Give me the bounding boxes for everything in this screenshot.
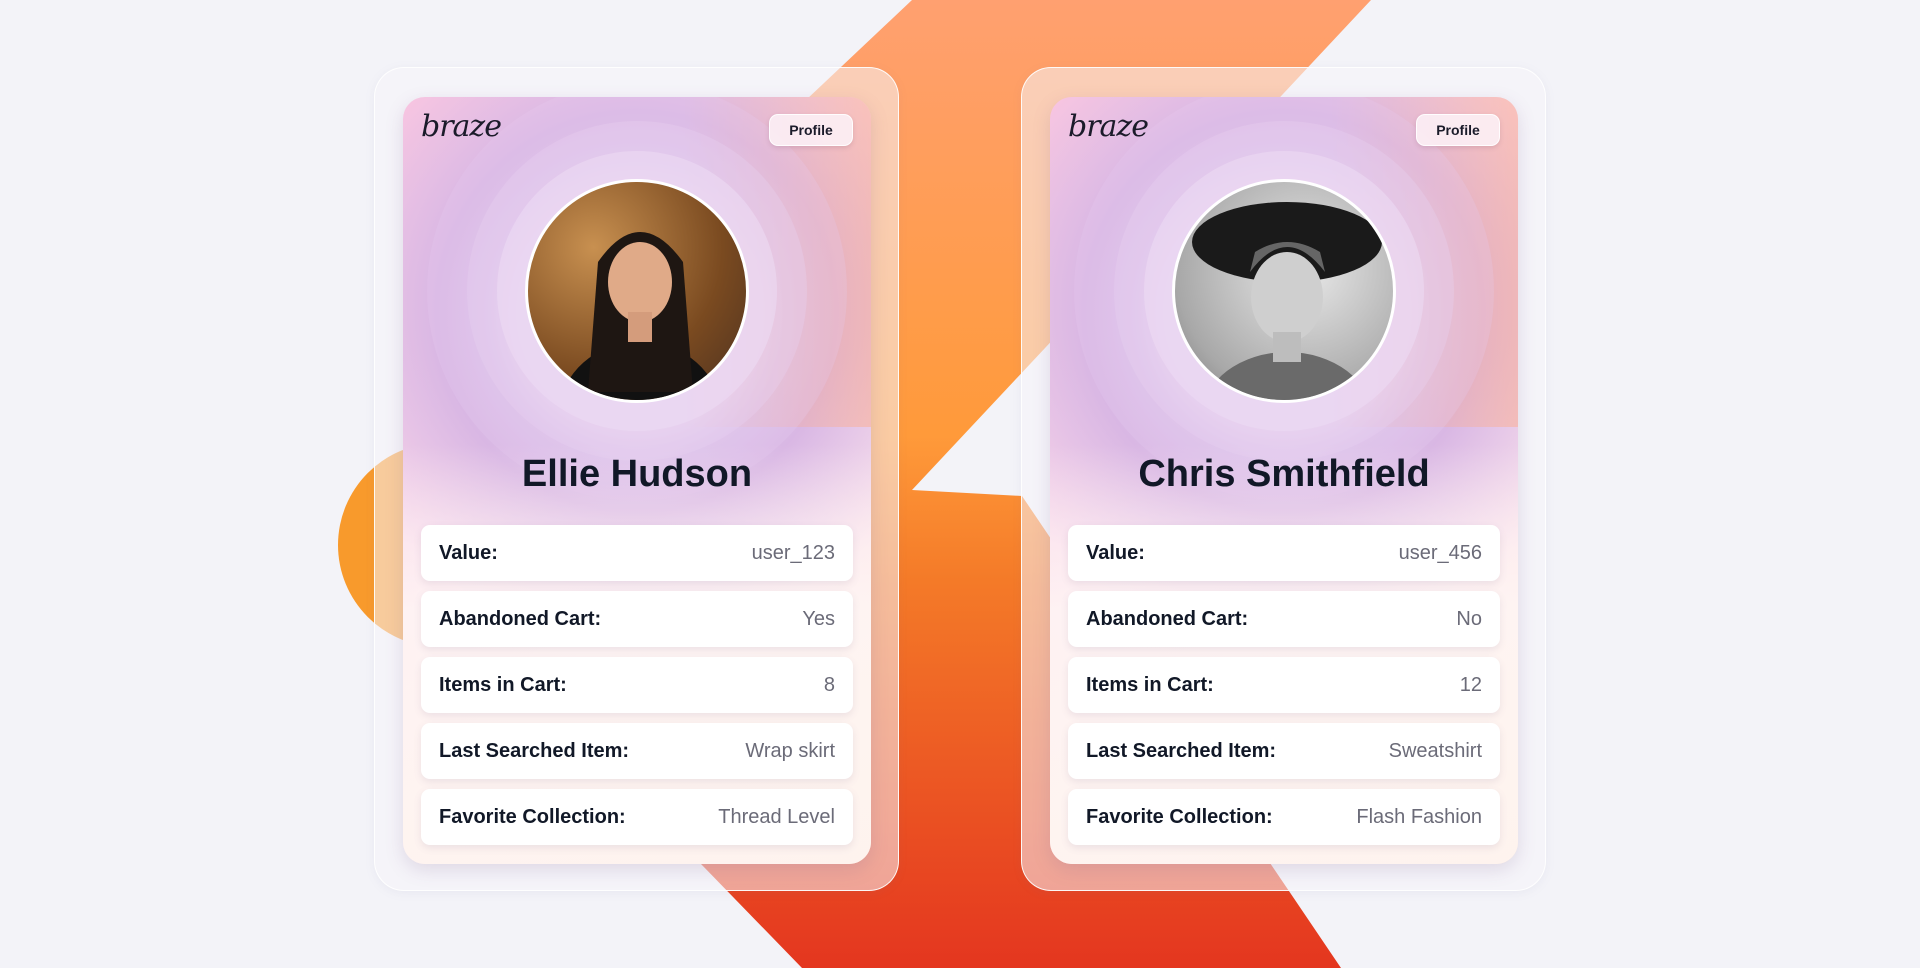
row-label: Last Searched Item: (439, 739, 630, 762)
row-value: Sweatshirt (1388, 739, 1482, 762)
row-value: Thread Level (718, 805, 835, 828)
profile-name: Ellie Hudson (521, 453, 753, 495)
avatar (525, 179, 749, 403)
attribute-row: Last Searched Item: Sweatshirt (1068, 723, 1500, 779)
attribute-row: Last Searched Item: Wrap skirt (421, 723, 853, 779)
row-value: No (1456, 607, 1482, 630)
attribute-list: Value: user_123 Abandoned Cart: Yes Items … (421, 525, 853, 855)
attribute-row: Favorite Collection: Thread Level (421, 789, 853, 845)
row-label: Last Searched Item: (1086, 739, 1277, 762)
card-panel: braze Profile Ellie Hudson Value: user_12… (403, 97, 871, 864)
profile-button[interactable]: Profile (1416, 114, 1500, 146)
attribute-row: Favorite Collection: Flash Fashion (1068, 789, 1500, 845)
attribute-row: Value: user_456 (1068, 525, 1500, 581)
row-label: Value: (439, 541, 498, 564)
row-label: Items in Cart: (1086, 673, 1214, 696)
attribute-row: Items in Cart: 12 (1068, 657, 1500, 713)
card-panel: braze Profile Chris Smithfield Value: use… (1050, 97, 1518, 864)
row-value: Flash Fashion (1356, 805, 1482, 828)
row-value: 12 (1459, 673, 1482, 696)
row-label: Items in Cart: (439, 673, 567, 696)
row-label: Abandoned Cart: (1086, 607, 1249, 630)
row-value: Wrap skirt (745, 739, 835, 762)
attribute-row: Abandoned Cart: Yes (421, 591, 853, 647)
attribute-list: Value: user_456 Abandoned Cart: No Items i… (1068, 525, 1500, 855)
row-value: Yes (802, 607, 835, 630)
person-photo-icon (561, 232, 719, 400)
attribute-row: Value: user_123 (421, 525, 853, 581)
row-label: Value: (1086, 541, 1145, 564)
profile-name: Chris Smithfield (1138, 453, 1430, 495)
attribute-row: Items in Cart: 8 (421, 657, 853, 713)
row-value: user_123 (751, 541, 835, 564)
avatar (1172, 179, 1396, 403)
profile-card-2: braze Profile Chris Smithfield Value: use… (1021, 67, 1546, 891)
profile-card-1: braze Profile Ellie Hudson Value: user_12… (374, 67, 899, 891)
profile-button[interactable]: Profile (769, 114, 853, 146)
row-value: 8 (823, 673, 835, 696)
row-label: Abandoned Cart: (439, 607, 602, 630)
row-label: Favorite Collection: (439, 805, 626, 828)
person-photo-icon (1192, 202, 1382, 400)
row-label: Favorite Collection: (1086, 805, 1273, 828)
braze-logo: braze (421, 109, 502, 144)
row-value: user_456 (1398, 541, 1482, 564)
attribute-row: Abandoned Cart: No (1068, 591, 1500, 647)
braze-logo: braze (1068, 109, 1149, 144)
